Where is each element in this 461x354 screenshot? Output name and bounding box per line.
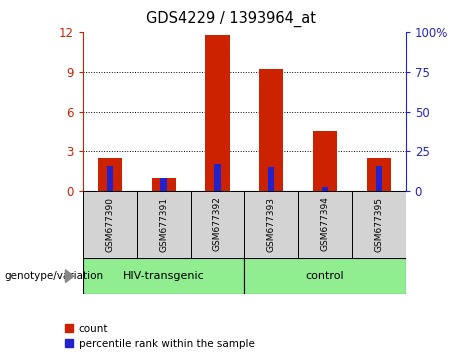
Bar (137, 191, 190, 258)
Bar (98, 158, 122, 191)
Text: GSM677393: GSM677393 (267, 196, 276, 252)
Text: HIV-transgenic: HIV-transgenic (123, 271, 205, 281)
Bar (160, 178, 167, 191)
Bar (244, 258, 406, 294)
Text: GSM677390: GSM677390 (106, 196, 114, 252)
Text: GSM677392: GSM677392 (213, 196, 222, 251)
Bar (298, 191, 352, 258)
Text: GSM677395: GSM677395 (374, 196, 383, 252)
Bar (106, 166, 113, 191)
Text: GDS4229 / 1393964_at: GDS4229 / 1393964_at (146, 11, 315, 27)
Text: GSM677394: GSM677394 (320, 196, 330, 251)
Bar (268, 167, 274, 191)
Text: GSM677391: GSM677391 (159, 196, 168, 252)
Bar (83, 191, 137, 258)
Text: control: control (306, 271, 344, 281)
Bar (376, 166, 382, 191)
Text: genotype/variation: genotype/variation (5, 271, 104, 281)
Bar (205, 34, 230, 191)
Bar (83, 258, 244, 294)
Bar (313, 131, 337, 191)
Legend: count, percentile rank within the sample: count, percentile rank within the sample (65, 324, 254, 349)
Bar (244, 191, 298, 258)
Bar (259, 69, 284, 191)
Bar (190, 191, 244, 258)
Bar (322, 187, 328, 191)
Bar (152, 178, 176, 191)
Bar (352, 191, 406, 258)
Bar (214, 164, 221, 191)
Bar (366, 158, 391, 191)
